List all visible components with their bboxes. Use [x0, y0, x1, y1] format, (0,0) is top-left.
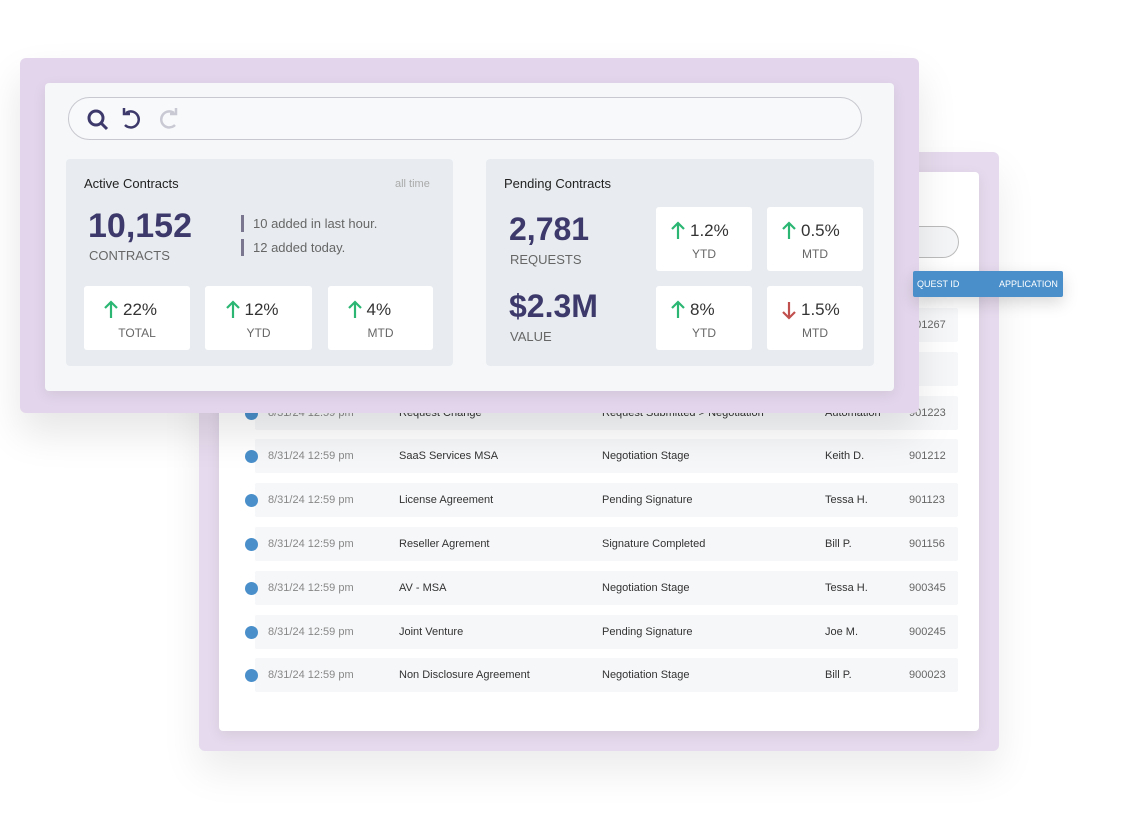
stat-label: MTD: [367, 326, 394, 340]
table-row: [255, 614, 958, 649]
period: all time: [395, 178, 430, 190]
cell-date: 8/31/24 12:59 pm: [268, 625, 354, 638]
cell-id: 900245: [909, 625, 946, 638]
stat-value: 1.5%: [801, 300, 840, 319]
status-dot: [245, 669, 258, 683]
stats-card: Active Contracts all time 10,152 CONTRACTS 1…: [45, 83, 894, 391]
undo-icon[interactable]: [122, 108, 140, 129]
stat-value: 22%: [123, 300, 158, 319]
status-dot: [245, 450, 258, 464]
stat-box: 8% YTD: [656, 286, 752, 350]
status-dot: [245, 581, 258, 595]
table-row: [255, 483, 958, 518]
status-dot: [245, 494, 258, 508]
cell-name: Non Disclosure Agreement: [399, 669, 530, 682]
cell-id: 900023: [909, 669, 946, 682]
stat-label: TOTAL: [118, 326, 156, 340]
cell-owner: Tessa H.: [825, 581, 868, 594]
stat-value: 4%: [366, 300, 392, 319]
stat-value: 8%: [690, 300, 715, 319]
big-number: 2,781: [509, 211, 590, 247]
cell-name: Reseller Agrement: [399, 538, 490, 550]
cell-date: 8/31/24 12:59 pm: [268, 669, 354, 682]
search-bar[interactable]: [68, 97, 862, 140]
note-bar: [241, 215, 244, 232]
cell-id: 901123: [909, 494, 945, 507]
column-header: QUEST ID: [917, 279, 960, 289]
stat-box: 12% YTD: [205, 286, 312, 350]
cell-name: License Agreement: [399, 494, 494, 507]
pending-box: Pending Contracts 2,781 REQUESTS 1.2% YTD 0.5…: [486, 159, 874, 366]
trend-arrow: [782, 221, 796, 239]
cell-id: 901156: [909, 538, 945, 550]
stat-label: MTD: [802, 247, 828, 261]
stat-box: 0.5% MTD: [767, 207, 863, 271]
cell-status: Signature Completed: [602, 538, 706, 550]
trend-arrow: [225, 300, 240, 318]
cell-status: Negotiation Stage: [602, 669, 690, 682]
stat-box: 22% TOTAL: [84, 286, 190, 350]
note: 10 added in last hour.: [253, 216, 378, 231]
column-header: APPLICATION: [999, 279, 1058, 289]
stat-box: 1.2% YTD: [656, 207, 752, 271]
search-icon[interactable]: [87, 109, 109, 131]
table-row: [255, 439, 958, 474]
active-box: Active Contracts all time 10,152 CONTRACTS 1…: [66, 159, 453, 366]
table-row: [255, 658, 958, 693]
table-row: [255, 570, 958, 605]
stat-value: 0.5%: [801, 221, 840, 240]
cell-date: 8/31/24 12:59 pm: [268, 538, 354, 550]
cell-id: 900345: [909, 581, 946, 594]
big-number: 10,152: [88, 207, 192, 245]
stat-label: YTD: [692, 326, 716, 340]
trend-arrow: [671, 221, 685, 239]
trend-arrow: [782, 302, 796, 320]
note-bar: [241, 239, 244, 256]
big-label: CONTRACTS: [89, 248, 170, 263]
cell-status: Pending Signature: [602, 494, 693, 507]
stat-label: YTD: [246, 326, 271, 340]
cell-owner: Tessa H.: [825, 494, 868, 507]
cell-name: AV - MSA: [399, 581, 447, 594]
status-dot: [245, 625, 258, 639]
table-row: [255, 527, 958, 561]
note: 12 added today.: [253, 240, 346, 255]
big-number: $2.3M: [509, 288, 598, 324]
cell-date: 8/31/24 12:59 pm: [268, 450, 354, 463]
box-title: Active Contracts: [84, 176, 179, 191]
trend-arrow: [347, 300, 362, 318]
stat-box: 4% MTD: [328, 286, 433, 350]
trend-arrow: [104, 300, 118, 318]
stat-value: 12%: [244, 300, 279, 319]
box-title: Pending Contracts: [504, 176, 611, 191]
stat-value: 1.2%: [690, 221, 729, 240]
status-dot: [245, 538, 258, 551]
table-header: QUEST ID APPLICATION: [913, 271, 1063, 297]
cell-owner: Bill P.: [825, 669, 852, 682]
cell-owner: Bill P.: [825, 538, 852, 550]
front-panel: Active Contracts all time 10,152 CONTRACTS 1…: [20, 58, 919, 413]
stat-box: 1.5% MTD: [767, 286, 863, 350]
cell-status: Negotiation Stage: [602, 581, 690, 594]
big-label: REQUESTS: [510, 252, 582, 267]
cell-name: SaaS Services MSA: [399, 450, 499, 463]
cell-id: 901212: [909, 450, 946, 463]
cell-owner: Keith D.: [825, 450, 865, 463]
cell-status: Negotiation Stage: [602, 450, 690, 463]
cell-name: Joint Venture: [399, 625, 464, 638]
cell-date: 8/31/24 12:59 pm: [268, 494, 354, 507]
cell-date: 8/31/24 12:59 pm: [268, 581, 354, 594]
stat-label: MTD: [802, 326, 828, 340]
big-label: VALUE: [510, 329, 552, 344]
trend-arrow: [671, 300, 685, 318]
cell-owner: Joe M.: [825, 625, 859, 638]
stat-label: YTD: [692, 247, 716, 261]
cell-status: Pending Signature: [602, 625, 693, 638]
redo-icon[interactable]: [160, 108, 178, 129]
toolbar-icons: [87, 108, 178, 131]
